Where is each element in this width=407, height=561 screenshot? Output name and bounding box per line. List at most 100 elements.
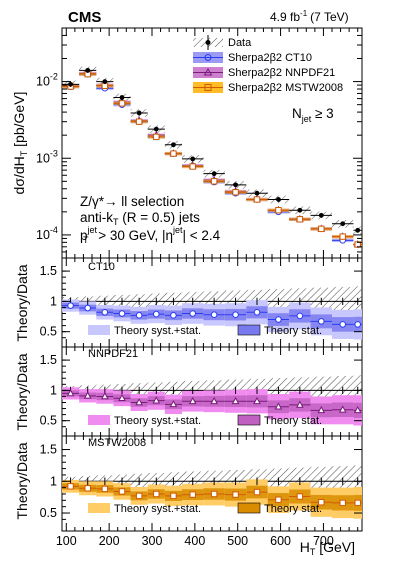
- ratio-panel-nnpdf21: 0.5 1 1.5: [40, 346, 363, 437]
- ratio-y-tick-label-ct10: 1.5: [40, 264, 57, 278]
- theory-point-mstw2008: [153, 133, 160, 141]
- ratio-point-ct10: [339, 321, 347, 328]
- y-title-unit: [pb/GeV]: [11, 92, 27, 151]
- ratio-y-tick-label-mstw2008: 1: [50, 474, 57, 488]
- ratio-point-nnpdf21: [101, 392, 109, 400]
- y-tick-label: 10-3: [36, 148, 58, 165]
- legend-ct10-label: Sherpa2β2 CT10: [228, 52, 312, 64]
- y-title-main: dσ/dH: [11, 156, 27, 194]
- ratio-point-ct10: [135, 312, 143, 319]
- ratio-point-mstw2008: [153, 490, 160, 498]
- y-tick-exp: -3: [50, 148, 58, 158]
- ratio-y-tick-label-mstw2008: 1.5: [40, 443, 57, 457]
- ratio-y-axis-title-mstw2008: Theory/Data: [14, 442, 30, 519]
- pt-sub: T: [83, 235, 89, 245]
- legend-data-marker: [205, 40, 211, 45]
- ratio-point-mstw2008: [210, 490, 218, 498]
- ratio-point-ct10: [296, 312, 304, 320]
- theory-point-mstw2008: [339, 233, 346, 240]
- ratio-point-mstw2008: [118, 488, 126, 495]
- ratio-y-axis-title-nnpdf21: Theory/Data: [14, 353, 30, 430]
- ratio-y-tick-label-ct10: 1: [50, 294, 57, 308]
- ratio-y-tick-label-ct10: 0.5: [40, 325, 57, 339]
- ratio-point-nnpdf21: [231, 396, 240, 405]
- y-tick-exp: -2: [50, 72, 58, 82]
- ratio-plot-area-ct10: [62, 286, 362, 340]
- theory-point-mstw2008: [275, 207, 282, 214]
- pt-mid: > 30 GeV, |η: [95, 228, 173, 243]
- y-tick-label: 10-2: [36, 72, 58, 89]
- theory-point-mstw2008: [170, 150, 177, 157]
- ratio-legend-stat-swatch-nnpdf21: [237, 414, 261, 426]
- ratio-legend-syst-swatch-nnpdf21: [88, 415, 110, 425]
- njet-n: N: [292, 106, 302, 121]
- algorithm-rest: (R = 0.5) jets: [119, 210, 201, 225]
- x-tick-label: 200: [99, 534, 120, 548]
- pt-p: p: [80, 228, 88, 243]
- ratio-y-tick-label-mstw2008: 0.5: [40, 506, 57, 520]
- data-point: [119, 95, 125, 100]
- data-point: [171, 142, 176, 148]
- ratio-plot-area-mstw2008: [62, 465, 362, 519]
- y-title-sub: T: [19, 150, 29, 156]
- ratio-legend-syst-swatch-mstw2008: [88, 503, 110, 513]
- y-tick-base: 10: [36, 75, 50, 89]
- ratio-point-nnpdf21: [66, 389, 75, 397]
- data-point: [136, 110, 142, 116]
- ratio-point-nnpdf21: [188, 396, 197, 405]
- ratio-legend-stat-label-nnpdf21: Theory stat.: [264, 415, 322, 427]
- theory-point-mstw2008: [232, 189, 239, 196]
- theory-point-mstw2008: [253, 196, 261, 203]
- algorithm-sub: T: [113, 217, 119, 227]
- lumi-exponent: -1: [300, 9, 308, 18]
- ratio-point-nnpdf21: [253, 396, 261, 405]
- ratio-legend-syst-label-ct10: Theory syst.+stat.: [114, 325, 201, 337]
- y-tick-exp: -4: [50, 225, 58, 235]
- ratio-point-mstw2008: [101, 485, 109, 493]
- ratio-point-nnpdf21: [317, 406, 326, 414]
- ratio-point-mstw2008: [232, 491, 239, 498]
- ratio-point-ct10: [275, 316, 282, 323]
- data-point: [233, 182, 238, 188]
- x-title-h: H: [300, 539, 310, 555]
- energy-value: (7 TeV): [310, 10, 348, 24]
- ratio-point-mstw2008: [135, 492, 143, 500]
- theory-point-mstw2008: [296, 216, 304, 223]
- ratio-legend-stat-swatch-mstw2008: [237, 502, 261, 514]
- ratio-point-nnpdf21: [274, 402, 283, 410]
- legend-mstw-label: Sherpa2β2 MSTW2008: [228, 82, 343, 94]
- ratio-point-ct10: [152, 310, 160, 318]
- legend-ct10-marker: [204, 54, 212, 61]
- y-tick-base: 10: [36, 151, 50, 165]
- ratio-point-mstw2008: [67, 483, 74, 490]
- x-title-unit: [GeV]: [315, 539, 355, 555]
- ratio-y-tick-label-nnpdf21: 0.5: [40, 414, 57, 428]
- x-tick-label: 500: [227, 534, 248, 548]
- data-point: [340, 221, 346, 227]
- ratio-point-nnpdf21: [118, 393, 126, 402]
- ratio-point-ct10: [170, 312, 177, 319]
- data-point: [190, 156, 196, 162]
- ratio-y-tick-label-nnpdf21: 1: [50, 383, 57, 397]
- ratio-legend-syst-label-mstw2008: Theory syst.+stat.: [114, 503, 201, 515]
- theory-point-mstw2008: [135, 118, 143, 125]
- x-tick-label: 400: [184, 534, 205, 548]
- data-point: [102, 79, 108, 84]
- main-plot-area: [62, 66, 362, 248]
- data-point: [355, 227, 361, 233]
- ratio-label-ct10: CT10: [88, 261, 115, 273]
- ratio-point-ct10: [118, 310, 126, 317]
- ratio-point-mstw2008: [354, 499, 361, 507]
- cms-label: CMS: [68, 9, 101, 26]
- y-tick-base: 10: [36, 228, 50, 242]
- x-tick-label: 300: [142, 534, 163, 548]
- ratio-point-ct10: [253, 308, 261, 316]
- eta-sup: jet: [172, 225, 183, 235]
- y-tick-label: 10-4: [36, 225, 58, 242]
- ratio-label-mstw2008: MSTW2008: [88, 437, 146, 449]
- ratio-point-mstw2008: [275, 496, 282, 503]
- data-point: [153, 126, 159, 132]
- pt-sup: jet: [87, 225, 98, 235]
- x-axis-title: HT [GeV]: [300, 539, 355, 557]
